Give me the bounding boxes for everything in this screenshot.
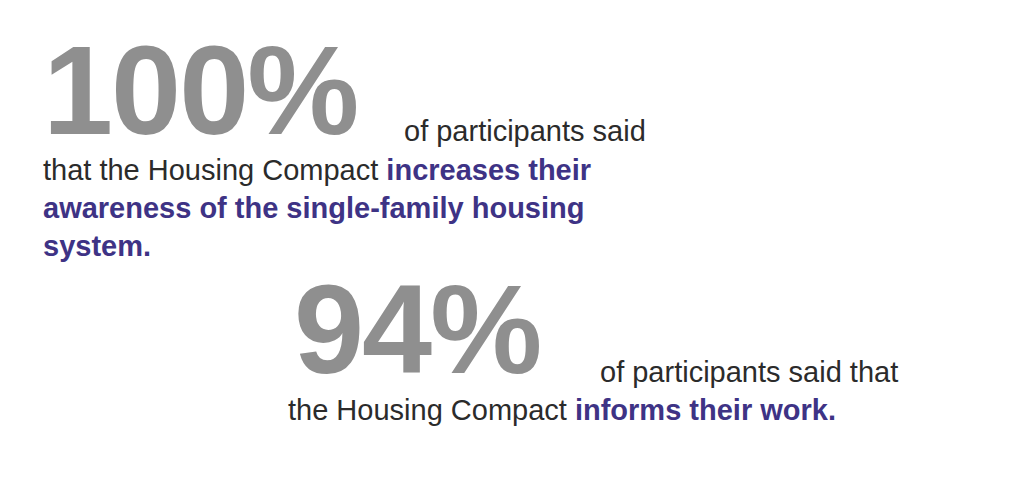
stat-line: awareness of the single-family housing [43, 189, 591, 227]
stat-text-highlight: awareness of the single-family housing [43, 192, 584, 224]
stat-text-highlight: informs their work. [575, 394, 836, 426]
stat-lead-100: of participants said [404, 117, 646, 146]
stat-line: the Housing Compact informs their work. [288, 391, 836, 429]
stat-text-highlight: increases their [386, 154, 591, 186]
stat-text-regular: that the Housing Compact [43, 154, 386, 186]
stat-lead-94: of participants said that [600, 358, 898, 387]
stat-line: that the Housing Compact increases their [43, 151, 591, 189]
infographic-canvas: 100% of participants said that the Housi… [0, 0, 1024, 483]
stat-value-100: 100% [43, 28, 357, 154]
stat-description-94: the Housing Compact informs their work. [288, 391, 836, 429]
stat-text-highlight: system. [43, 230, 151, 262]
stat-description-100: that the Housing Compact increases their… [43, 151, 591, 265]
stat-text-regular: the Housing Compact [288, 394, 575, 426]
stat-value-94: 94% [294, 267, 540, 393]
